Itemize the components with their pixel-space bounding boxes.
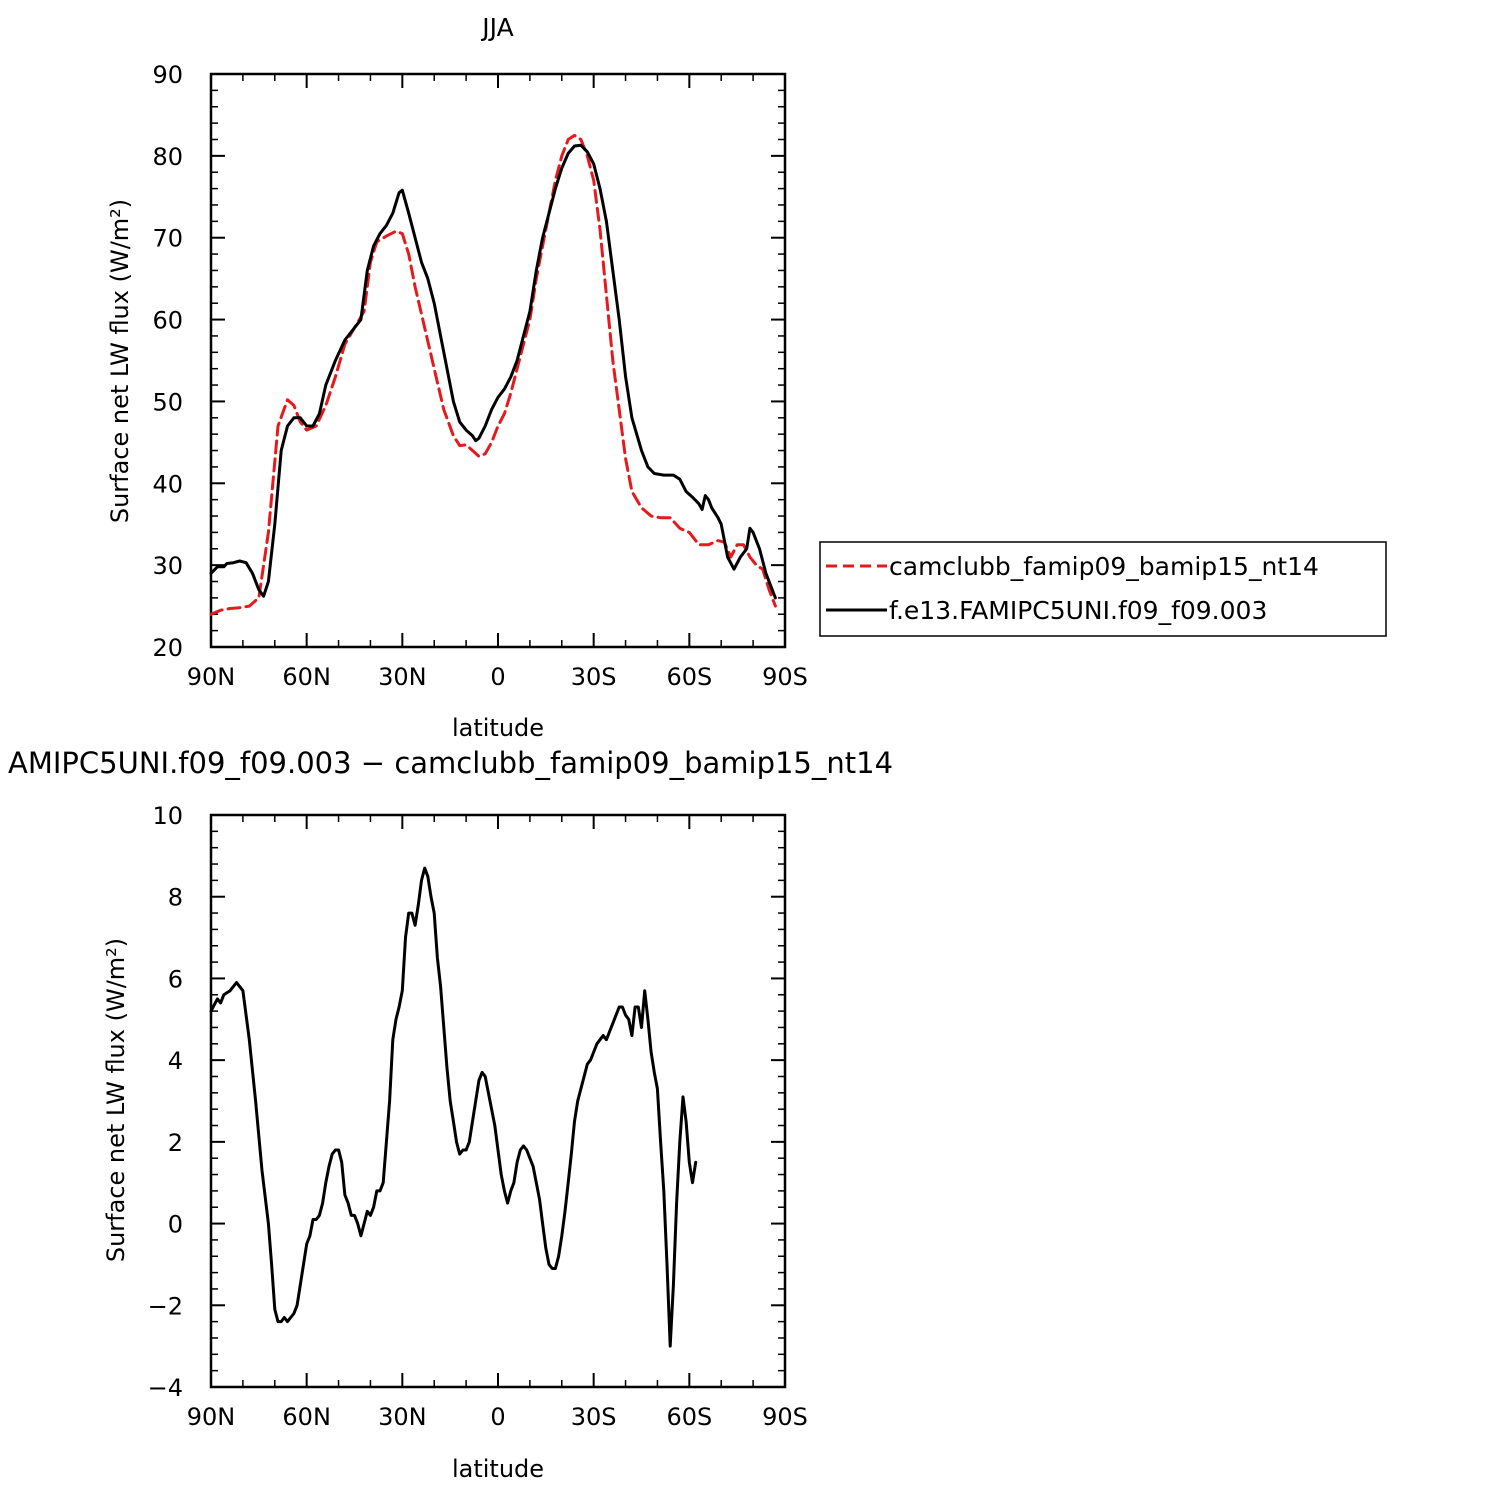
top-y-tick-label: 40 (152, 470, 183, 498)
bottom-x-tick-label: 90N (187, 1403, 236, 1431)
legend-label-fe13: f.e13.FAMIPC5UNI.f09_f09.003 (889, 596, 1267, 625)
bottom-y-tick-label: 6 (168, 965, 183, 993)
top-panel-title: JJA (480, 13, 513, 42)
top-y-tick-label: 30 (152, 552, 183, 580)
bottom-x-tick-label: 90S (762, 1403, 808, 1431)
bottom-y-tick-label: 8 (168, 884, 183, 912)
bottom-series-line-0 (209, 866, 698, 1348)
bottom-y-tick-label: 0 (168, 1211, 183, 1239)
bottom-panel: AMIPC5UNI.f09_f09.003 − camclubb_famip09… (8, 746, 893, 1483)
top-y-tick-label: 90 (152, 61, 183, 89)
top-x-tick-label: 90S (762, 663, 808, 691)
top-x-tick-label: 60N (282, 663, 331, 691)
top-y-tick-label: 60 (152, 307, 183, 335)
bottom-panel-ylabel: Surface net LW flux (W/m²) (102, 938, 130, 1262)
top-y-tick-label: 20 (152, 634, 183, 662)
top-x-tick-label: 0 (490, 663, 505, 691)
top-x-tick-label: 30N (378, 663, 427, 691)
bottom-x-tick-label: 0 (490, 1403, 505, 1431)
top-panel: JJA Surface net LW flux (W/m²) latitude … (106, 13, 808, 742)
bottom-panel-title: AMIPC5UNI.f09_f09.003 − camclubb_famip09… (8, 746, 893, 780)
top-series-line-1 (209, 143, 777, 600)
bottom-y-tick-label: −4 (148, 1374, 183, 1402)
bottom-x-tick-label: 60N (282, 1403, 331, 1431)
top-y-tick-label: 50 (152, 388, 183, 416)
bottom-x-tick-label: 30S (571, 1403, 617, 1431)
bottom-x-tick-label: 60S (666, 1403, 712, 1431)
top-x-tick-label: 60S (666, 663, 712, 691)
bottom-y-tick-label: −2 (148, 1292, 183, 1320)
legend-label-camclubb: camclubb_famip09_bamip15_nt14 (889, 552, 1319, 581)
top-x-tick-label: 90N (187, 663, 236, 691)
top-y-tick-label: 80 (152, 143, 183, 171)
top-y-tick-label: 70 (152, 225, 183, 253)
bottom-x-tick-label: 30N (378, 1403, 427, 1431)
top-series-line-0 (209, 133, 777, 616)
bottom-panel-xlabel: latitude (452, 1455, 544, 1483)
bottom-y-tick-label: 4 (168, 1047, 183, 1075)
top-plot-frame (209, 72, 787, 649)
top-panel-xlabel: latitude (452, 714, 544, 742)
top-panel-ylabel: Surface net LW flux (W/m²) (106, 199, 134, 523)
bottom-y-tick-label: 10 (152, 802, 183, 830)
legend: camclubb_famip09_bamip15_nt14 f.e13.FAMI… (819, 541, 1387, 637)
bottom-y-tick-label: 2 (168, 1129, 183, 1157)
legend-box (819, 541, 1387, 637)
top-x-tick-label: 30S (571, 663, 617, 691)
